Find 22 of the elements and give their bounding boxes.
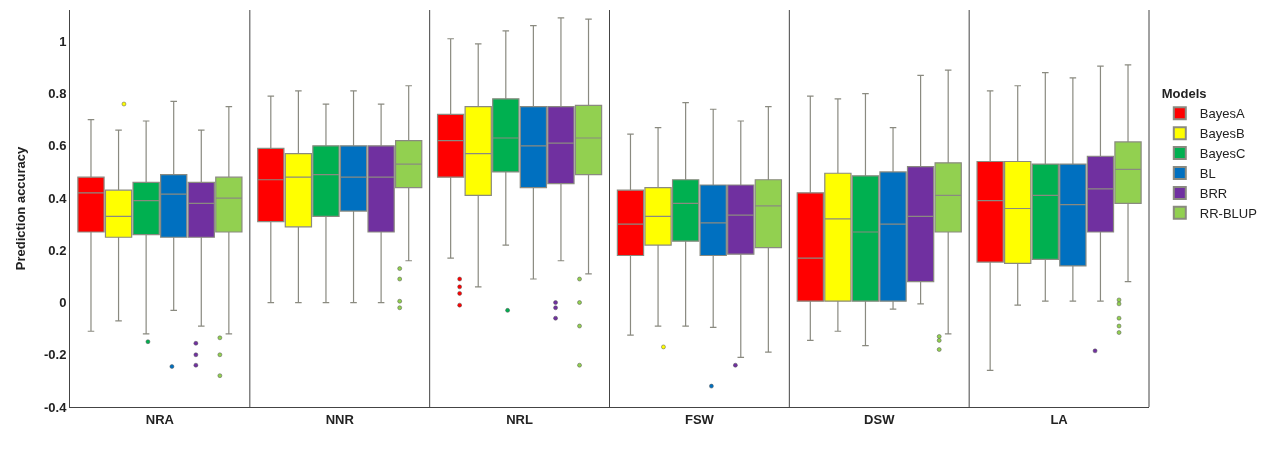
legend-label: BL bbox=[1199, 166, 1216, 182]
x-tick-label: NRL bbox=[506, 411, 533, 427]
y-tick-label: 0 bbox=[59, 295, 67, 311]
y-tick-label: 0.6 bbox=[48, 138, 67, 154]
y-tick-label: 0.8 bbox=[48, 86, 67, 102]
legend-label: BRR bbox=[1199, 185, 1228, 201]
y-tick-label: -0.2 bbox=[43, 347, 67, 363]
y-tick-label: 1 bbox=[59, 33, 67, 49]
y-tick-label: 0.2 bbox=[48, 242, 67, 258]
legend-label: BayesA bbox=[1199, 106, 1245, 122]
legend-title: Models bbox=[1161, 86, 1207, 102]
legend-label: BayesC bbox=[1199, 146, 1246, 162]
legend-label: RR-BLUP bbox=[1199, 205, 1257, 221]
y-axis-title: Prediction accuracy bbox=[12, 145, 28, 271]
x-tick-label: LA bbox=[1050, 411, 1069, 427]
x-tick-label: NRA bbox=[145, 411, 175, 427]
y-tick-label: 0.4 bbox=[48, 190, 68, 206]
y-tick-label: -0.4 bbox=[43, 399, 68, 415]
x-tick-label: DSW bbox=[864, 411, 896, 427]
legend-label: BayesB bbox=[1199, 126, 1245, 142]
x-tick-label: NNR bbox=[325, 411, 355, 427]
x-tick-label: FSW bbox=[684, 411, 715, 427]
